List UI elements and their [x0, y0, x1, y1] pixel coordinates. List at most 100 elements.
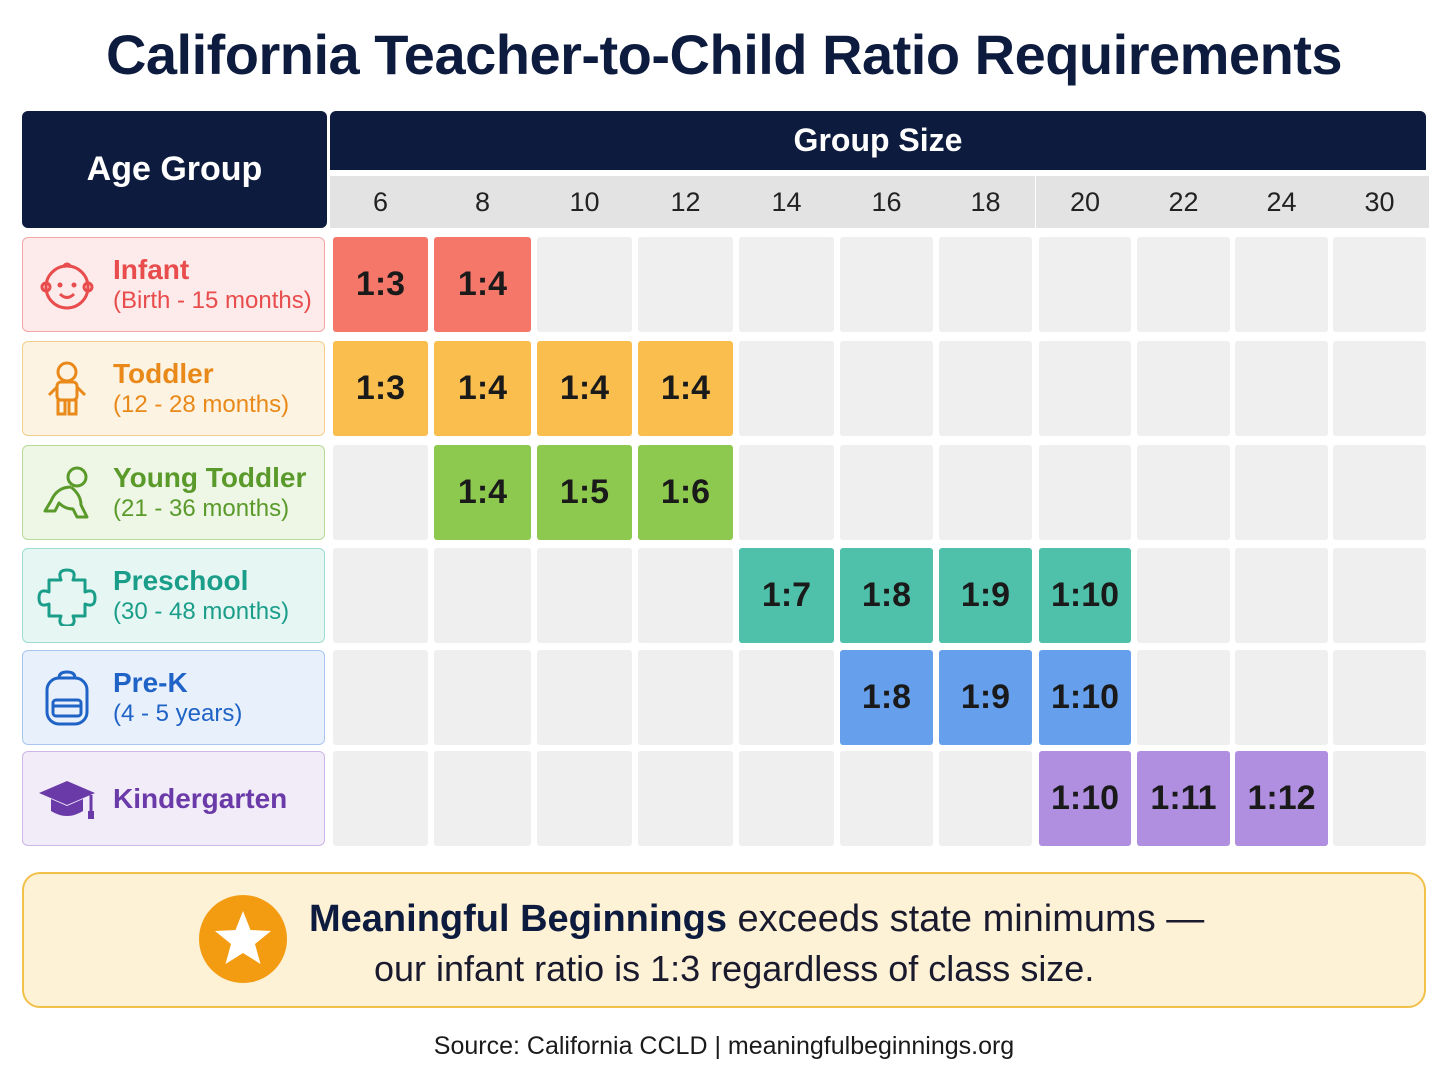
ratio-cell: 1:12: [1235, 751, 1328, 846]
brand-name: Meaningful Beginnings: [309, 898, 727, 940]
empty-cell: [1137, 341, 1230, 436]
age-row-text: Pre-K (4 - 5 years): [113, 666, 242, 728]
ratio-cell: 1:4: [434, 341, 531, 436]
empty-cell: [1333, 237, 1426, 332]
ratio-cell: 1:4: [434, 445, 531, 540]
age-range: (21 - 36 months): [113, 494, 290, 522]
age-row-pre-k: Pre-K (4 - 5 years): [22, 650, 325, 745]
age-row-preschool: Preschool (30 - 48 months): [22, 548, 325, 643]
ratio-cell: 1:8: [840, 650, 933, 745]
empty-cell: [333, 548, 428, 643]
age-range: (4 - 5 years): [113, 699, 243, 727]
empty-cell: [1039, 237, 1131, 332]
ratio-cell: 1:9: [939, 650, 1032, 745]
empty-cell: [739, 650, 834, 745]
ratio-cell: 1:8: [840, 548, 933, 643]
group-size-header: Group Size: [330, 111, 1426, 170]
group-size-col-20: 20: [1036, 176, 1134, 228]
ratio-cell: 1:7: [739, 548, 834, 643]
empty-cell: [1235, 650, 1328, 745]
empty-cell: [537, 237, 632, 332]
group-size-col-12: 12: [635, 176, 736, 228]
age-group-name: Preschool: [113, 565, 249, 597]
empty-cell: [939, 445, 1032, 540]
group-size-col-24: 24: [1232, 176, 1331, 228]
baby-face-icon: [37, 255, 97, 315]
callout-line-1-rest: exceeds state minimums —: [726, 898, 1205, 940]
age-row-text: Kindergarten: [113, 782, 287, 816]
age-row-text: Preschool (30 - 48 months): [113, 564, 289, 626]
age-row-text: Infant (Birth - 15 months): [113, 253, 312, 315]
empty-cell: [939, 751, 1032, 846]
page-title: California Teacher-to-Child Ratio Requir…: [105, 23, 1343, 86]
age-group-name: Pre-K: [113, 667, 188, 699]
empty-cell: [1039, 341, 1131, 436]
empty-cell: [537, 650, 632, 745]
toddler-icon: [37, 359, 97, 419]
empty-cell: [1235, 341, 1328, 436]
ratio-cell: 1:3: [333, 341, 428, 436]
ratio-cell: 1:10: [1039, 650, 1131, 745]
age-row-text: Young Toddler (21 - 36 months): [113, 461, 306, 523]
graduation-cap-icon: [37, 769, 97, 829]
empty-cell: [1235, 445, 1328, 540]
empty-cell: [1137, 237, 1230, 332]
empty-cell: [1333, 445, 1426, 540]
group-size-col-18: 18: [936, 176, 1035, 228]
empty-cell: [638, 548, 733, 643]
age-row-kindergarten: Kindergarten: [22, 751, 325, 846]
crawling-baby-icon: [37, 463, 97, 523]
source-footer: Source: California CCLD | meaningfulbegi…: [433, 1032, 1015, 1060]
empty-cell: [1137, 548, 1230, 643]
empty-cell: [537, 548, 632, 643]
empty-cell: [1333, 650, 1426, 745]
empty-cell: [1235, 548, 1328, 643]
empty-cell: [333, 650, 428, 745]
empty-cell: [537, 751, 632, 846]
age-range: (12 - 28 months): [113, 390, 290, 418]
empty-cell: [1235, 237, 1328, 332]
callout-line-1: Meaningful Beginnings exceeds state mini…: [309, 898, 1204, 941]
group-size-col-22: 22: [1134, 176, 1233, 228]
age-range: (30 - 48 months): [113, 597, 290, 625]
empty-cell: [333, 445, 428, 540]
backpack-icon: [37, 668, 97, 728]
empty-cell: [638, 751, 733, 846]
group-size-col-6: 6: [330, 176, 431, 228]
empty-cell: [1333, 751, 1426, 846]
empty-cell: [739, 445, 834, 540]
ratio-cell: 1:10: [1039, 548, 1131, 643]
ratio-cell: 1:5: [537, 445, 632, 540]
empty-cell: [739, 237, 834, 332]
group-size-col-10: 10: [534, 176, 635, 228]
group-size-col-30: 30: [1330, 176, 1429, 228]
empty-cell: [1039, 445, 1131, 540]
star-icon: [199, 895, 287, 983]
puzzle-piece-icon: [37, 566, 97, 627]
empty-cell: [1137, 650, 1230, 745]
empty-cell: [739, 341, 834, 436]
empty-cell: [840, 445, 933, 540]
age-group-name: Toddler: [113, 358, 214, 390]
ratio-cell: 1:3: [333, 237, 428, 332]
group-size-col-16: 16: [837, 176, 936, 228]
ratio-cell: 1:6: [638, 445, 733, 540]
empty-cell: [333, 751, 428, 846]
age-group-name: Kindergarten: [113, 782, 288, 814]
empty-cell: [434, 751, 531, 846]
empty-cell: [638, 650, 733, 745]
empty-cell: [434, 650, 531, 745]
group-size-col-8: 8: [431, 176, 534, 228]
empty-cell: [840, 237, 933, 332]
ratio-cell: 1:11: [1137, 751, 1230, 846]
group-size-col-14: 14: [736, 176, 837, 228]
ratio-cell: 1:4: [537, 341, 632, 436]
ratio-cell: 1:4: [638, 341, 733, 436]
empty-cell: [840, 751, 933, 846]
empty-cell: [1333, 548, 1426, 643]
empty-cell: [434, 548, 531, 643]
callout-line-2: our infant ratio is 1:3 regardless of cl…: [374, 948, 1095, 989]
empty-cell: [739, 751, 834, 846]
empty-cell: [638, 237, 733, 332]
ratio-cell: 1:9: [939, 548, 1032, 643]
